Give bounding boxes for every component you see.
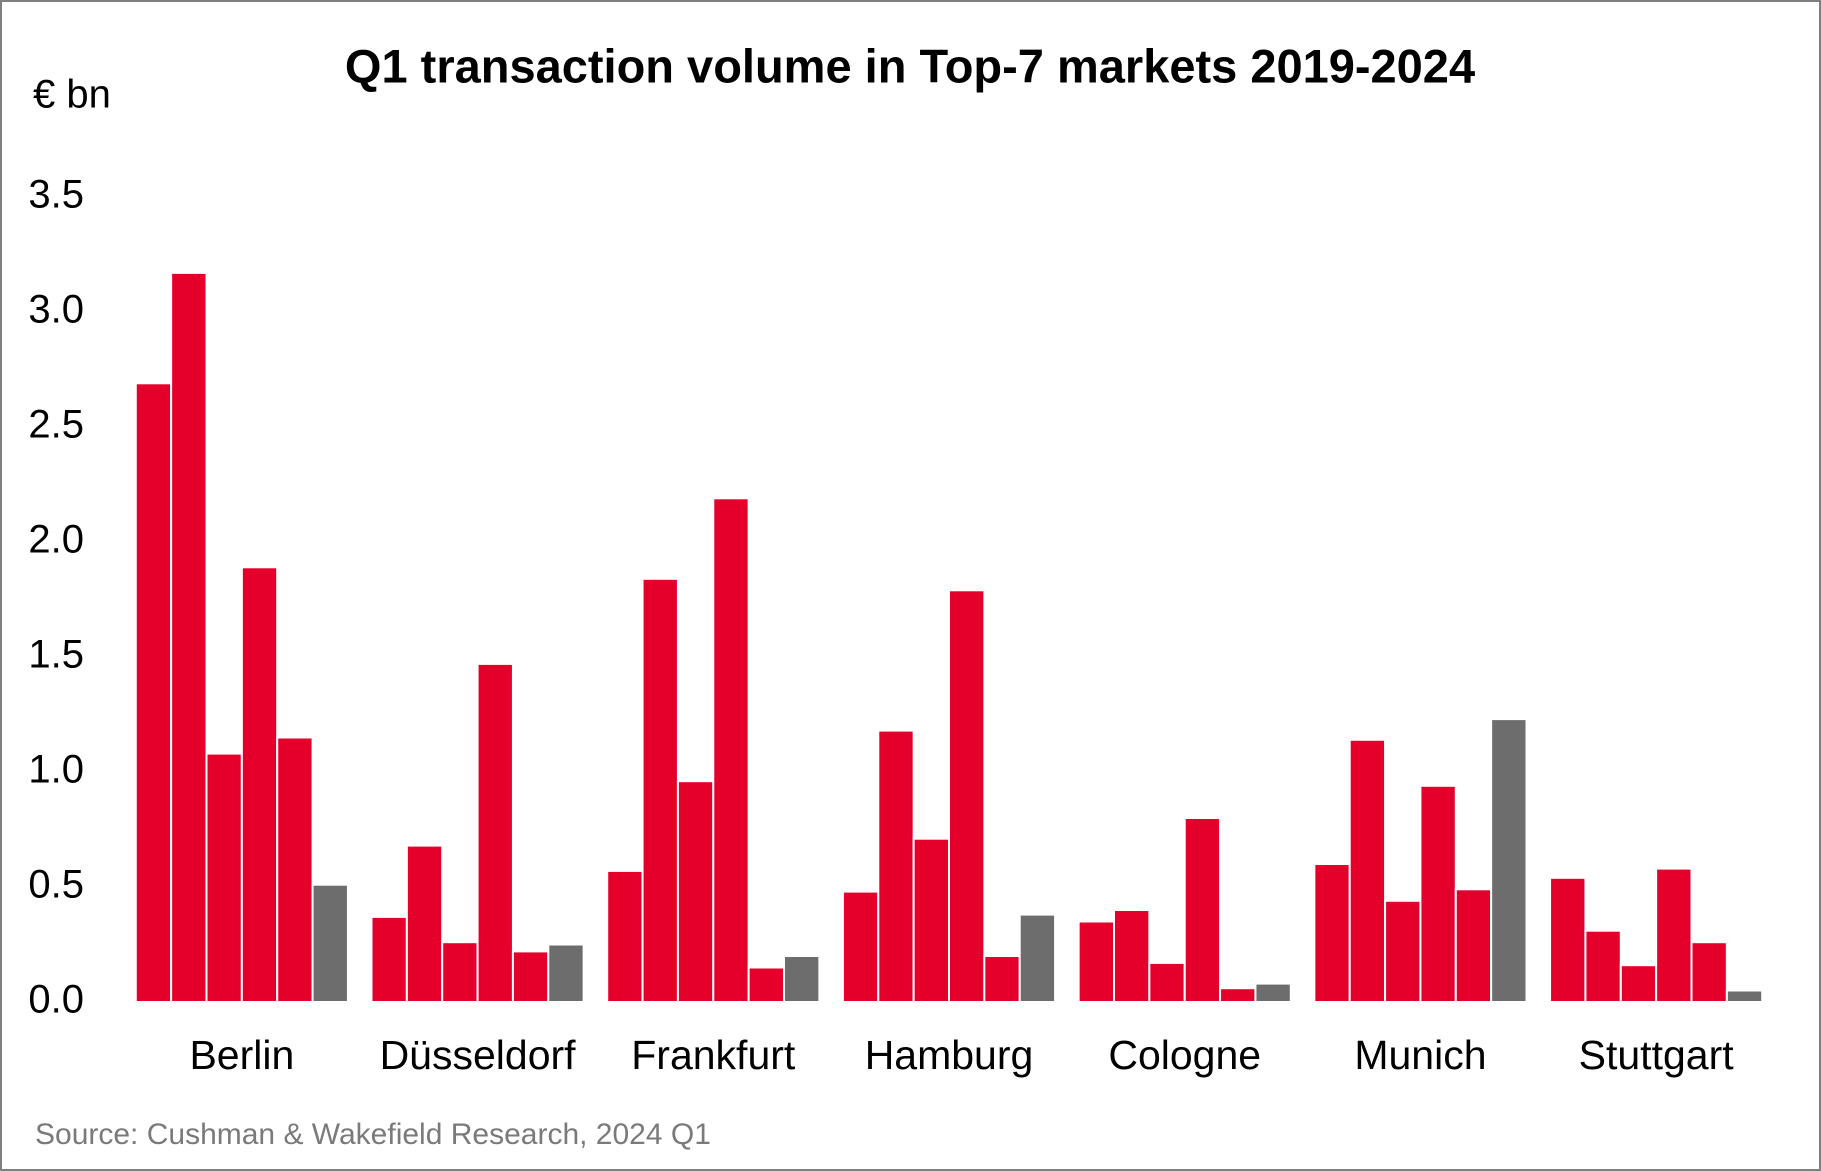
bar <box>1077 920 1115 1003</box>
y-tick-label: 2.0 <box>28 518 84 562</box>
bar <box>641 577 679 1003</box>
y-tick-label: 0.5 <box>28 863 84 907</box>
bar <box>1384 899 1422 1003</box>
bar <box>1219 987 1257 1004</box>
bar <box>1454 888 1493 1003</box>
bar <box>205 752 243 1003</box>
bar <box>511 950 550 1004</box>
y-tick-label: 1.5 <box>28 633 84 677</box>
bar <box>712 497 750 1003</box>
bar <box>370 915 408 1004</box>
bar <box>1254 982 1292 1003</box>
bar <box>1113 909 1151 1003</box>
bar <box>948 589 986 1003</box>
bar <box>841 890 880 1003</box>
bar <box>606 869 644 1004</box>
y-tick-label: 3.0 <box>28 288 84 332</box>
bar <box>170 271 208 1003</box>
x-tick-label: Düsseldorf <box>380 1032 577 1078</box>
x-tick-label: Munich <box>1354 1032 1486 1078</box>
bar <box>405 844 444 1003</box>
y-tick-label: 3.5 <box>28 173 84 217</box>
source-note: Source: Cushman & Wakefield Research, 20… <box>35 1118 711 1151</box>
bar <box>1018 913 1057 1003</box>
chart-title: Q1 transaction volume in Top-7 markets 2… <box>345 39 1475 92</box>
y-tick-label: 0.0 <box>28 978 84 1022</box>
x-tick-label: Berlin <box>189 1032 294 1078</box>
bar <box>1725 989 1764 1003</box>
bar <box>1419 784 1457 1003</box>
bar <box>1655 867 1693 1003</box>
bar <box>441 941 479 1004</box>
bar <box>1148 961 1186 1004</box>
x-tick-label: Cologne <box>1108 1032 1261 1078</box>
bar <box>783 955 821 1003</box>
bar <box>1183 817 1222 1003</box>
x-tick-label: Frankfurt <box>631 1032 796 1078</box>
bar <box>476 662 514 1004</box>
bar <box>1584 929 1622 1004</box>
bar <box>134 382 173 1003</box>
x-tick-label: Stuttgart <box>1579 1032 1735 1078</box>
bar <box>1549 876 1587 1003</box>
bar <box>311 883 349 1004</box>
y-axis-label: € bn <box>33 73 111 117</box>
y-tick-label: 2.5 <box>28 403 84 447</box>
bar <box>1313 863 1351 1003</box>
y-tick-label: 1.0 <box>28 748 84 792</box>
bar <box>547 943 585 1003</box>
bar <box>983 955 1021 1003</box>
bar <box>1348 738 1387 1003</box>
bar <box>747 966 786 1003</box>
bar <box>1490 718 1528 1003</box>
bar <box>240 566 279 1003</box>
x-tick-label: Hamburg <box>865 1032 1034 1078</box>
bar <box>877 729 915 1003</box>
bar <box>676 780 715 1004</box>
bar <box>1619 964 1658 1004</box>
bar <box>912 837 951 1004</box>
bar <box>1690 941 1728 1004</box>
bar <box>276 736 314 1003</box>
